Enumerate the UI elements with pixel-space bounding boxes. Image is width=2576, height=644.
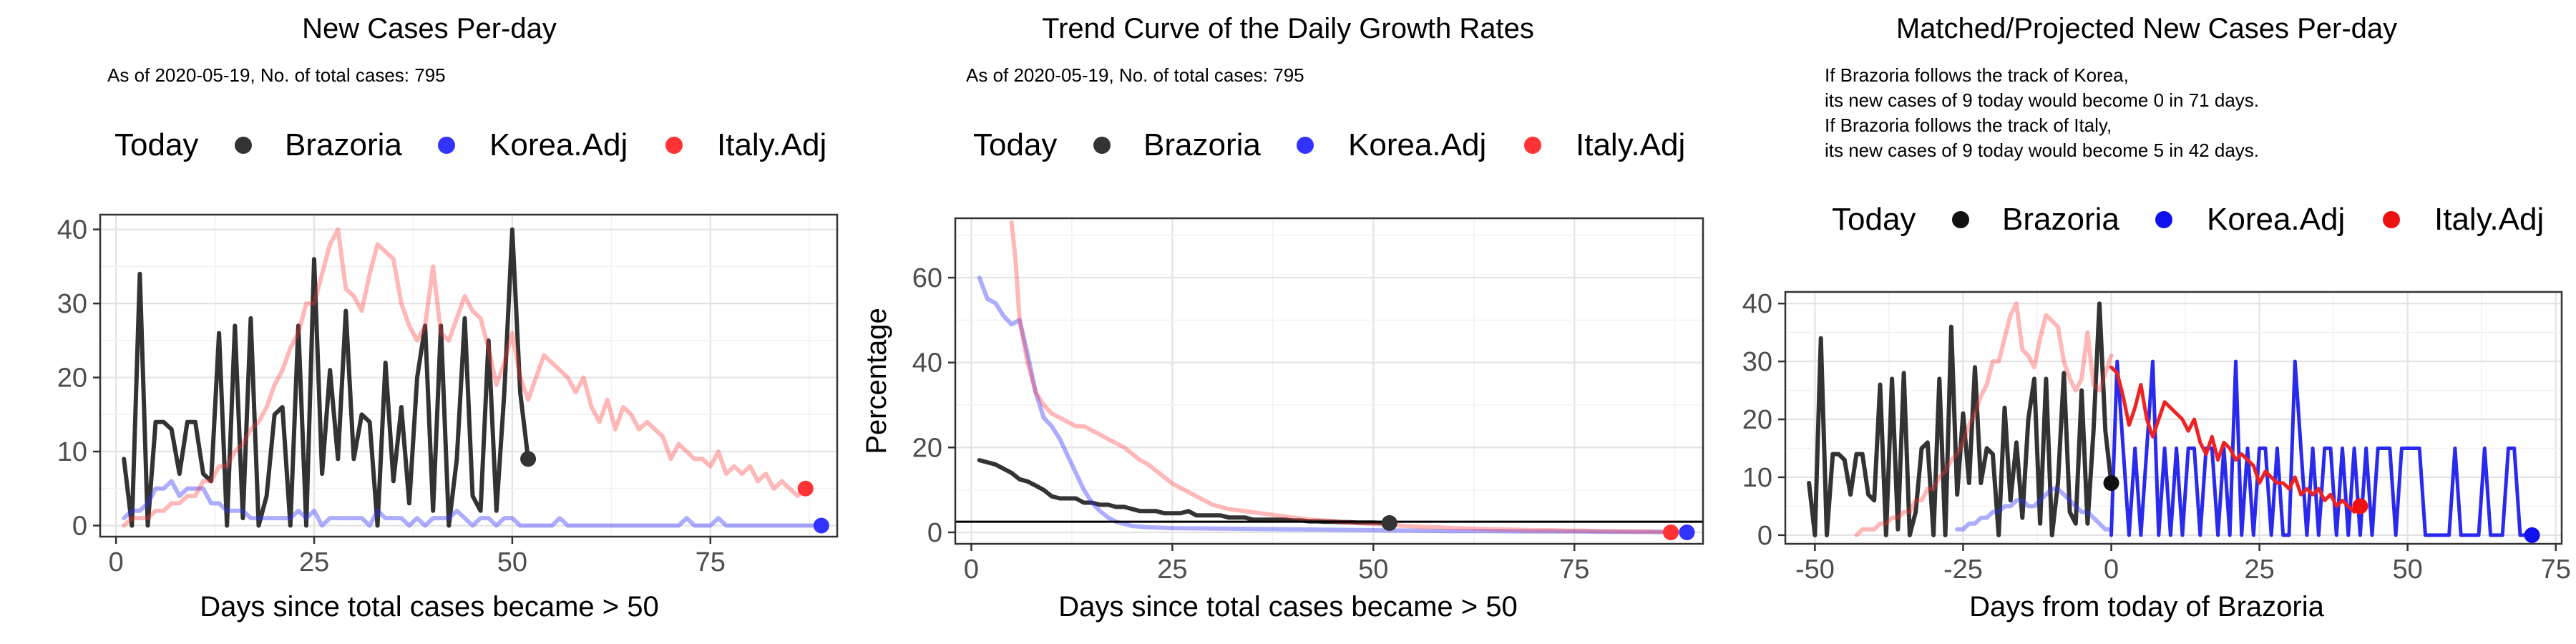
legend-label-brazoria: Brazoria bbox=[2002, 202, 2119, 237]
chart-subtitle: As of 2020-05-19, No. of total cases: 79… bbox=[107, 64, 446, 86]
legend-key-brazoria bbox=[235, 137, 252, 154]
chart-growth-rates: 0 25 50 75 0 20 40 60 Percentage bbox=[861, 217, 1704, 585]
legend-key-brazoria bbox=[1093, 137, 1111, 154]
x-tick-label: 50 bbox=[1358, 555, 1388, 585]
x-tick-label: -25 bbox=[1943, 555, 1983, 585]
chart-title: New Cases Per-day bbox=[302, 13, 557, 44]
panel-projected-cases: Matched/Projected New Cases Per-day If B… bbox=[1717, 0, 2576, 644]
y-axis-label: Percentage bbox=[861, 308, 892, 454]
series-layer bbox=[122, 227, 829, 534]
today-point-korea-adj bbox=[1679, 524, 1695, 540]
x-tick-label: 75 bbox=[2541, 555, 2571, 585]
y-tick-label: 40 bbox=[57, 215, 87, 245]
x-tick-label: 0 bbox=[2104, 555, 2119, 585]
y-tick-label: 0 bbox=[72, 511, 87, 541]
x-tick-label: 25 bbox=[299, 547, 329, 577]
plot-border bbox=[954, 217, 1704, 545]
legend: Today Brazoria Korea.Adj Italy.Adj bbox=[0, 124, 859, 167]
x-axis-label: Days from today of Brazoria bbox=[1969, 591, 2324, 623]
x-axis-label: Days since total cases became > 50 bbox=[1058, 591, 1518, 623]
panel-new-cases: New Cases Per-day As of 2020-05-19, No. … bbox=[0, 0, 859, 644]
legend-title: Today bbox=[1832, 202, 1916, 237]
today-point-korea-adj bbox=[2524, 527, 2540, 543]
legend-key-korea bbox=[438, 137, 455, 154]
chart-projected-cases: -50 -25 0 25 50 75 0 10 20 30 40 bbox=[1742, 289, 2571, 585]
chart-title: Matched/Projected New Cases Per-day bbox=[1896, 13, 2398, 44]
x-tick-label: 50 bbox=[497, 547, 527, 577]
series-line-italy-adj bbox=[1009, 220, 1674, 535]
chart-title: Trend Curve of the Daily Growth Rates bbox=[1042, 13, 1534, 44]
legend-title: Today bbox=[973, 127, 1058, 162]
plot-border bbox=[99, 213, 839, 538]
y-tick-label: 0 bbox=[927, 518, 942, 548]
x-tick-label: 50 bbox=[2393, 555, 2423, 585]
legend-label-brazoria: Brazoria bbox=[1143, 127, 1261, 162]
x-tick-label: 0 bbox=[964, 555, 979, 585]
legend-key-italy bbox=[1524, 137, 1541, 154]
chart-subtitle: As of 2020-05-19, No. of total cases: 79… bbox=[966, 64, 1304, 86]
legend-label-italy: Italy.Adj bbox=[2434, 202, 2545, 237]
y-tick-label: 60 bbox=[912, 263, 942, 293]
series-line-brazoria bbox=[1807, 301, 2114, 537]
series-line-italy-adj bbox=[2109, 365, 2362, 514]
series-line-korea-adj-matched bbox=[1955, 487, 2114, 532]
plot-border bbox=[1784, 291, 2563, 545]
x-axis-label: Days since total cases became > 50 bbox=[200, 591, 659, 623]
x-tick-label: 0 bbox=[109, 547, 124, 577]
chart-subtitle: If Brazoria follows the track of Korea, … bbox=[1825, 64, 2260, 161]
x-tick-label: 75 bbox=[696, 547, 726, 577]
today-point-brazoria bbox=[520, 451, 537, 467]
y-tick-label: 30 bbox=[57, 289, 87, 319]
series-line-korea-adj bbox=[122, 479, 824, 528]
legend-title: Today bbox=[114, 127, 199, 162]
x-tick-label: -50 bbox=[1795, 555, 1835, 585]
legend-key-korea bbox=[1297, 137, 1314, 154]
y-tick-label: 40 bbox=[912, 348, 942, 379]
series-layer bbox=[955, 220, 1703, 540]
chart-new-cases: 0 25 50 75 0 10 20 30 40 bbox=[57, 213, 839, 577]
y-tick-label: 0 bbox=[1757, 521, 1772, 551]
legend-label-korea: Korea.Adj bbox=[1348, 127, 1487, 162]
series-line-italy-adj-matched bbox=[1854, 301, 2114, 537]
x-tick-label: 75 bbox=[1559, 555, 1589, 585]
legend-label-brazoria: Brazoria bbox=[285, 127, 402, 162]
today-point-italy-adj bbox=[1663, 524, 1679, 540]
today-point-italy-adj bbox=[2352, 498, 2368, 514]
x-tick-label: 25 bbox=[2244, 555, 2274, 585]
panel-growth-rates: Trend Curve of the Daily Growth Rates As… bbox=[859, 0, 1717, 644]
legend: Today Brazoria Korea.Adj Italy.Adj bbox=[859, 124, 1717, 167]
series-layer bbox=[1807, 301, 2540, 543]
legend-label-korea: Korea.Adj bbox=[2207, 202, 2346, 237]
legend-label-italy: Italy.Adj bbox=[1576, 127, 1686, 162]
today-point-italy-adj bbox=[797, 480, 814, 497]
series-line-brazoria bbox=[122, 227, 531, 528]
today-point-brazoria bbox=[1381, 514, 1397, 531]
y-tick-label: 10 bbox=[57, 437, 87, 467]
today-point-brazoria bbox=[2103, 475, 2119, 492]
legend-key-korea bbox=[2155, 211, 2172, 228]
y-tick-label: 20 bbox=[57, 364, 87, 394]
y-tick-label: 20 bbox=[912, 433, 942, 463]
legend-label-korea: Korea.Adj bbox=[489, 127, 628, 162]
y-tick-label: 40 bbox=[1742, 289, 1772, 319]
y-tick-label: 20 bbox=[1742, 405, 1772, 435]
plot-background bbox=[955, 218, 1703, 544]
x-tick-label: 25 bbox=[1157, 555, 1187, 585]
legend-key-brazoria bbox=[1952, 211, 1969, 228]
legend-key-italy bbox=[665, 137, 683, 154]
y-tick-label: 10 bbox=[1742, 463, 1772, 493]
y-tick-label: 30 bbox=[1742, 347, 1772, 377]
today-point-korea-adj bbox=[813, 517, 829, 534]
legend: Today Brazoria Korea.Adj Italy.Adj bbox=[1717, 198, 2576, 241]
series-line-italy-adj bbox=[122, 227, 808, 528]
legend-label-italy: Italy.Adj bbox=[717, 127, 827, 162]
legend-key-italy bbox=[2383, 211, 2400, 228]
